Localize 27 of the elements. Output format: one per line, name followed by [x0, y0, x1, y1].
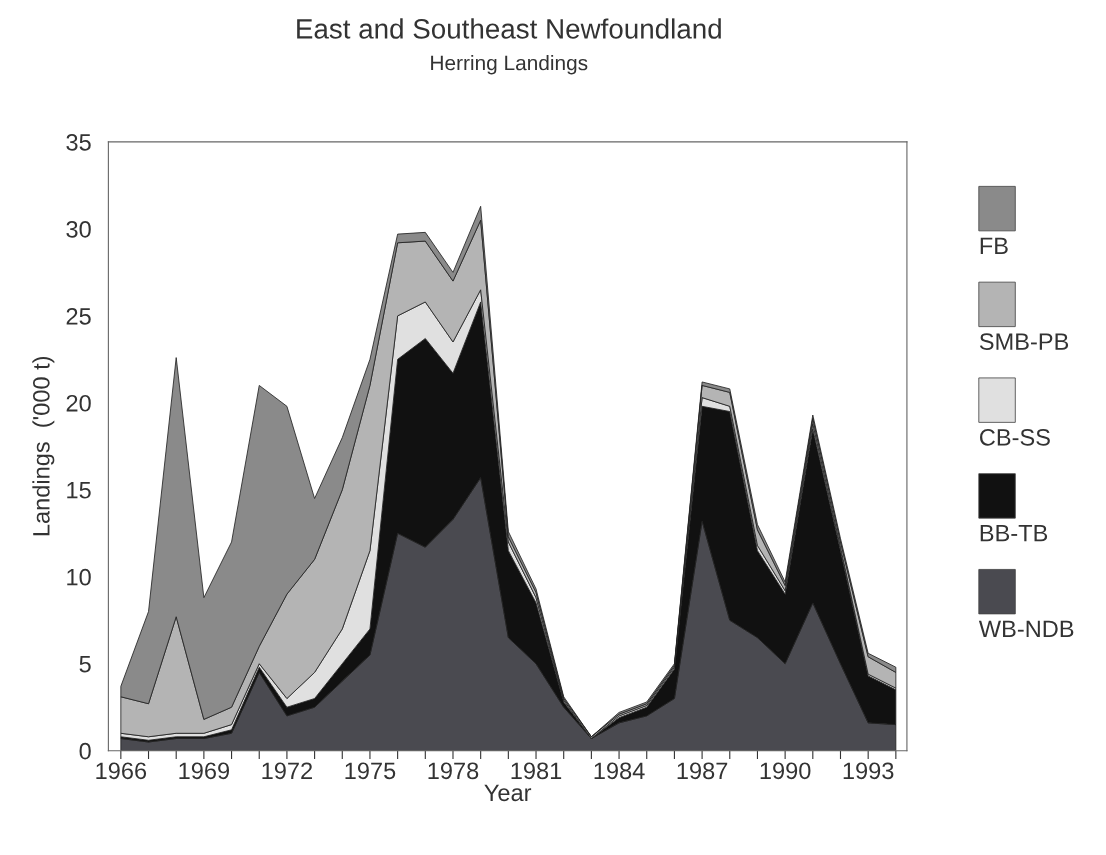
legend-label: SMB-PB: [979, 333, 1069, 350]
y-tick-label: 15: [67, 482, 91, 499]
x-tick-label: 1990: [760, 762, 811, 780]
y-tick-label: 35: [66, 134, 91, 151]
y-tick-label: 10: [67, 568, 91, 586]
x-tick-label: 1975: [345, 762, 396, 780]
x-axis-title: Year: [484, 784, 532, 802]
y-tick-label: 5: [79, 656, 91, 673]
y-tick-label: 20: [66, 394, 91, 412]
y-axis-title: Landings ('000 t): [32, 356, 55, 536]
legend-label: WB-NDB: [978, 620, 1074, 637]
y-tick-label: 0: [79, 742, 91, 760]
x-tick-label: 1978: [428, 762, 479, 780]
x-tick-label: 1969: [179, 762, 230, 780]
legend-label: FB: [980, 237, 1008, 254]
x-tick-label: 1984: [594, 762, 645, 780]
y-tick-label: 30: [66, 220, 91, 238]
x-tick-label: 1987: [677, 762, 728, 780]
x-tick-label: 1972: [262, 762, 312, 780]
legend-label: BB-TB: [980, 524, 1048, 542]
legend-label: CB-SS: [980, 428, 1050, 446]
x-tick-label: 1993: [843, 762, 894, 780]
y-tick-label: 25: [66, 307, 91, 325]
chart-title: East and Southeast Newfoundland: [297, 18, 721, 39]
x-tick-label: 1981: [511, 762, 562, 780]
chart-subtitle: Herring Landings: [431, 55, 588, 75]
x-tick-label: 1966: [96, 762, 147, 780]
